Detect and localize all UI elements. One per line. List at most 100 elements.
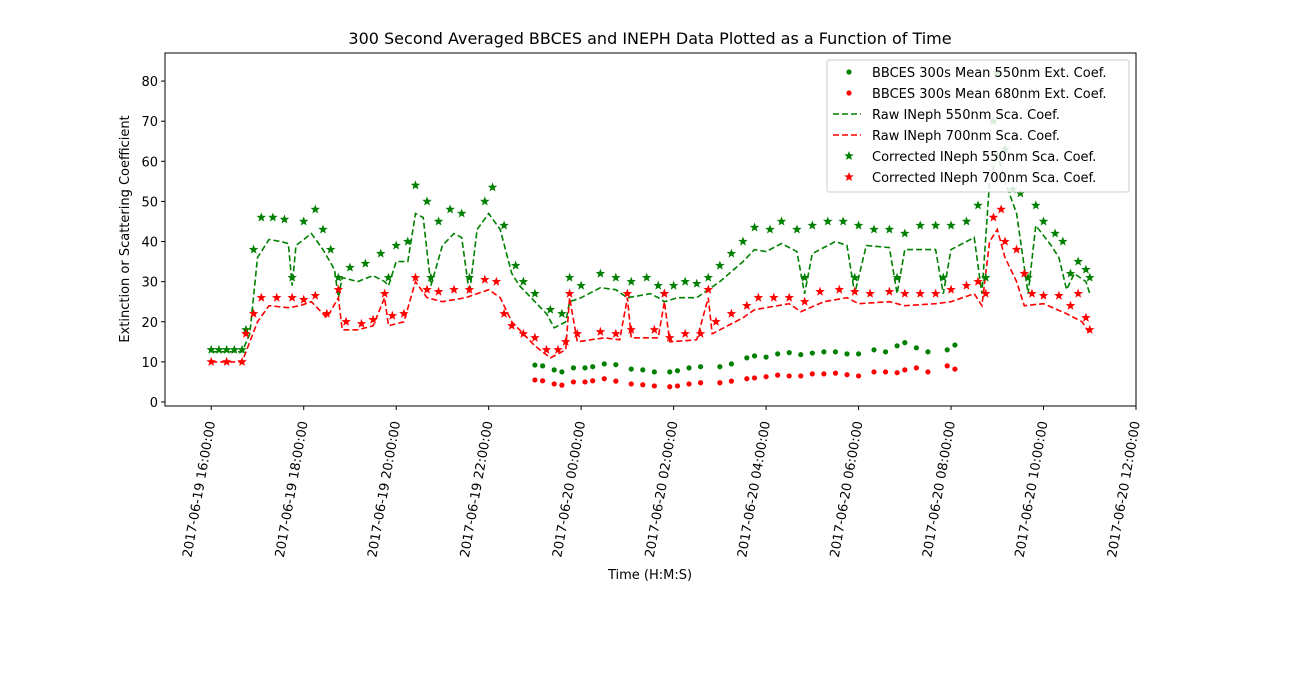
data-point bbox=[680, 276, 690, 286]
data-point bbox=[946, 284, 956, 294]
legend-label: Corrected INeph 700nm Sca. Coef. bbox=[872, 171, 1096, 186]
data-point bbox=[572, 328, 583, 338]
data-point bbox=[913, 365, 919, 371]
data-point bbox=[892, 272, 902, 282]
data-point bbox=[1058, 236, 1068, 246]
data-point bbox=[557, 308, 567, 318]
data-point bbox=[944, 363, 950, 369]
data-point bbox=[765, 224, 775, 234]
x-tick-label: 2017-06-19 18:00:00 bbox=[273, 420, 312, 559]
data-point bbox=[668, 280, 679, 290]
legend-marker bbox=[846, 90, 852, 96]
data-point bbox=[961, 280, 972, 290]
data-point bbox=[961, 216, 972, 226]
data-point bbox=[1023, 272, 1033, 282]
data-point bbox=[530, 332, 540, 342]
data-point bbox=[268, 212, 278, 222]
data-point bbox=[410, 272, 421, 282]
data-point bbox=[206, 356, 216, 366]
data-point bbox=[775, 372, 781, 378]
data-point bbox=[711, 316, 721, 326]
data-point bbox=[237, 356, 247, 366]
data-point bbox=[871, 369, 877, 375]
data-point bbox=[697, 380, 704, 386]
data-point bbox=[570, 379, 577, 385]
y-tick-label: 60 bbox=[141, 155, 158, 170]
data-point bbox=[1081, 312, 1091, 322]
data-point bbox=[433, 216, 444, 226]
data-point bbox=[559, 382, 565, 388]
data-point bbox=[628, 381, 634, 387]
data-point bbox=[641, 272, 652, 282]
data-point bbox=[564, 288, 575, 298]
data-point bbox=[570, 365, 577, 371]
data-point bbox=[697, 364, 704, 370]
data-point bbox=[996, 204, 1006, 214]
data-point bbox=[1073, 288, 1083, 298]
data-point bbox=[341, 316, 351, 326]
data-point bbox=[368, 314, 378, 324]
data-point bbox=[749, 222, 760, 232]
data-point bbox=[206, 344, 216, 354]
data-point bbox=[884, 224, 895, 234]
data-point bbox=[221, 356, 232, 366]
data-point bbox=[871, 347, 877, 353]
data-point bbox=[410, 180, 421, 190]
series-5 bbox=[206, 68, 1095, 354]
data-point bbox=[744, 355, 750, 361]
series-line bbox=[211, 227, 1091, 363]
data-point bbox=[930, 288, 941, 298]
data-point bbox=[815, 286, 825, 296]
x-tick-label: 2017-06-19 22:00:00 bbox=[458, 420, 497, 559]
x-tick-label: 2017-06-20 02:00:00 bbox=[643, 420, 682, 559]
data-point bbox=[853, 220, 864, 230]
data-point bbox=[422, 196, 432, 206]
data-point bbox=[391, 240, 401, 250]
data-point bbox=[894, 370, 900, 376]
y-tick-label: 70 bbox=[141, 115, 158, 130]
data-point bbox=[751, 353, 758, 359]
legend-marker bbox=[844, 151, 854, 161]
x-tick-label: 2017-06-20 04:00:00 bbox=[735, 420, 774, 559]
data-point bbox=[545, 304, 556, 314]
data-point bbox=[507, 320, 517, 330]
data-point bbox=[799, 272, 810, 282]
data-point bbox=[360, 258, 371, 268]
data-point bbox=[1073, 256, 1083, 266]
data-point bbox=[540, 378, 546, 384]
data-point bbox=[651, 369, 657, 375]
data-point bbox=[988, 212, 999, 222]
data-point bbox=[1038, 216, 1049, 226]
chart-title: 300 Second Averaged BBCES and INEPH Data… bbox=[348, 29, 951, 48]
data-point bbox=[383, 272, 394, 282]
legend-label: BBCES 300s Mean 680nm Ext. Coef. bbox=[872, 87, 1106, 102]
data-point bbox=[559, 369, 565, 375]
data-point bbox=[560, 336, 571, 346]
data-point bbox=[256, 292, 267, 302]
data-point bbox=[399, 308, 409, 318]
data-point bbox=[691, 278, 702, 288]
data-point bbox=[1081, 264, 1091, 274]
data-point bbox=[695, 328, 706, 338]
data-point bbox=[925, 369, 931, 375]
y-tick-label: 10 bbox=[141, 356, 158, 371]
data-point bbox=[715, 260, 725, 270]
data-point bbox=[809, 371, 815, 377]
data-point bbox=[784, 292, 794, 302]
data-point bbox=[952, 366, 958, 372]
data-point bbox=[241, 328, 251, 338]
data-point bbox=[973, 200, 983, 210]
data-point bbox=[653, 280, 663, 290]
data-point bbox=[838, 216, 848, 226]
data-point bbox=[786, 350, 792, 356]
data-point bbox=[530, 288, 540, 298]
data-point bbox=[456, 208, 467, 218]
data-point bbox=[855, 351, 862, 357]
data-point bbox=[930, 220, 941, 230]
x-tick-label: 2017-06-20 08:00:00 bbox=[920, 420, 959, 559]
data-point bbox=[849, 272, 860, 282]
data-point bbox=[946, 220, 956, 230]
series-4 bbox=[211, 227, 1091, 363]
data-point bbox=[742, 300, 752, 310]
data-point bbox=[221, 344, 232, 354]
